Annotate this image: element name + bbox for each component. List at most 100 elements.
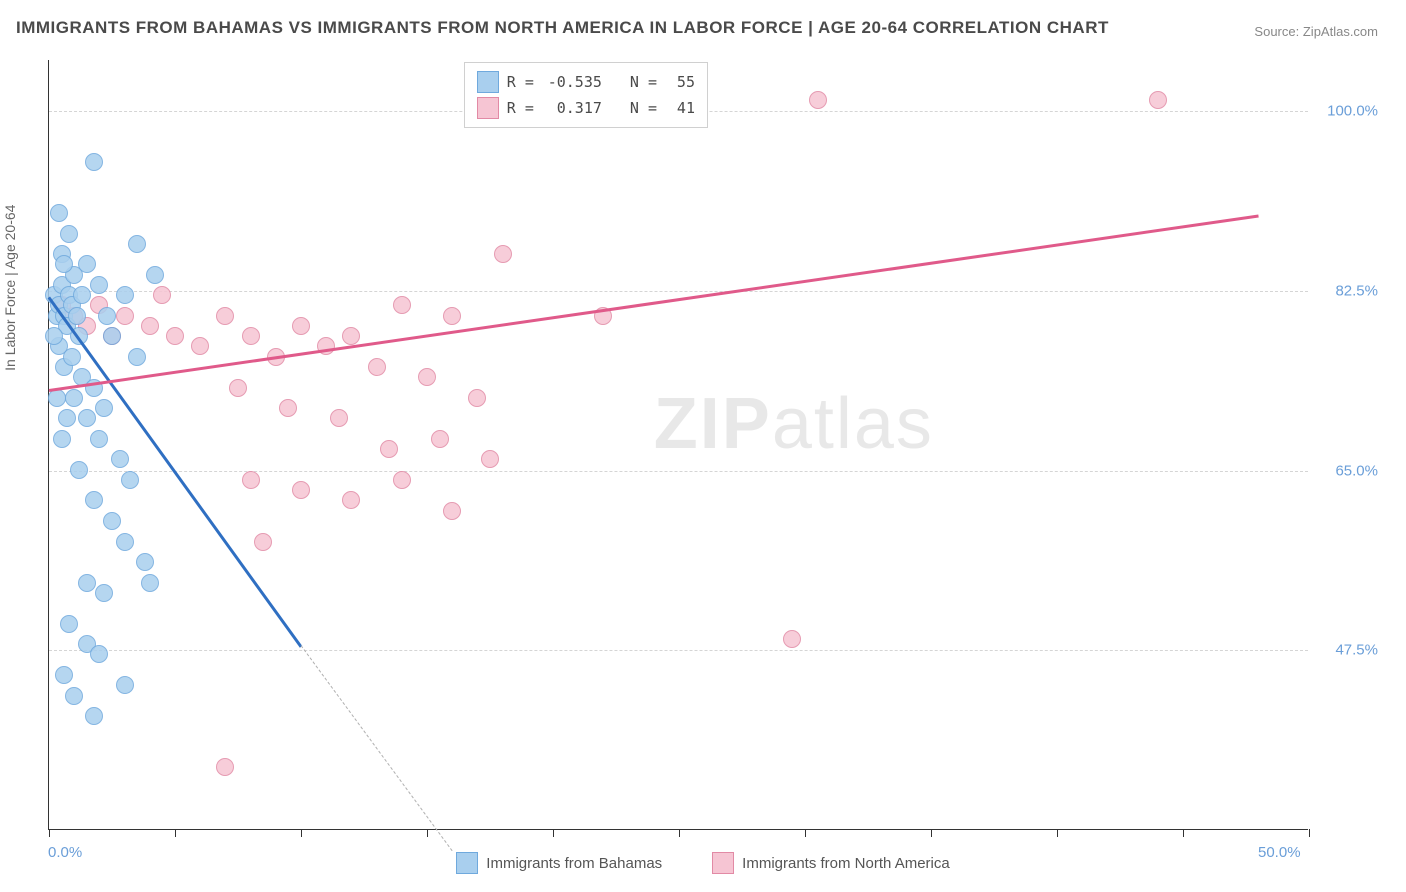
x-tick [553, 829, 554, 837]
scatter-point [65, 687, 83, 705]
scatter-point [141, 317, 159, 335]
x-min-label: 0.0% [48, 844, 82, 861]
scatter-point [58, 409, 76, 427]
scatter-point [116, 286, 134, 304]
stats-legend: R = -0.535 N = 55 R = 0.317 N = 41 [464, 62, 708, 128]
scatter-point [418, 368, 436, 386]
scatter-point [90, 276, 108, 294]
scatter-point [431, 430, 449, 448]
scatter-point [65, 389, 83, 407]
scatter-point [73, 286, 91, 304]
na-n-value: 41 [665, 99, 695, 117]
scatter-point [121, 471, 139, 489]
n-label-2: N = [630, 99, 657, 117]
gridline [49, 471, 1308, 472]
scatter-point [146, 266, 164, 284]
scatter-point [85, 707, 103, 725]
scatter-point [292, 481, 310, 499]
scatter-point [78, 574, 96, 592]
scatter-point [242, 471, 260, 489]
scatter-point [95, 584, 113, 602]
scatter-point [53, 430, 71, 448]
scatter-point [494, 245, 512, 263]
scatter-point [216, 307, 234, 325]
source-value: ZipAtlas.com [1303, 24, 1378, 39]
scatter-point [55, 255, 73, 273]
stats-row-na: R = 0.317 N = 41 [477, 95, 695, 121]
stats-row-bahamas: R = -0.535 N = 55 [477, 69, 695, 95]
y-tick-label: 100.0% [1327, 103, 1378, 120]
scatter-point [141, 574, 159, 592]
x-tick [427, 829, 428, 837]
scatter-point [98, 307, 116, 325]
source-attribution: Source: ZipAtlas.com [1254, 24, 1378, 39]
scatter-point [783, 630, 801, 648]
scatter-point [393, 471, 411, 489]
x-tick [805, 829, 806, 837]
watermark-bold: ZIP [654, 384, 772, 464]
scatter-point [481, 450, 499, 468]
scatter-point [809, 91, 827, 109]
scatter-point [317, 337, 335, 355]
bahamas-label: Immigrants from Bahamas [486, 855, 662, 872]
trend-line [49, 214, 1259, 391]
scatter-point [78, 409, 96, 427]
bahamas-r-value: -0.535 [542, 73, 602, 91]
bahamas-swatch-icon-2 [456, 852, 478, 874]
x-legend-bahamas: Immigrants from Bahamas [456, 852, 662, 874]
scatter-point [85, 491, 103, 509]
scatter-point [166, 327, 184, 345]
scatter-point [116, 307, 134, 325]
scatter-point [85, 153, 103, 171]
scatter-point [342, 491, 360, 509]
source-label: Source: [1254, 24, 1299, 39]
scatter-point [45, 327, 63, 345]
n-label: N = [630, 73, 657, 91]
gridline [49, 650, 1308, 651]
x-tick [931, 829, 932, 837]
correlation-chart: IMMIGRANTS FROM BAHAMAS VS IMMIGRANTS FR… [0, 0, 1406, 892]
scatter-point [60, 225, 78, 243]
scatter-point [229, 379, 247, 397]
scatter-point [55, 666, 73, 684]
scatter-point [1149, 91, 1167, 109]
scatter-point [128, 348, 146, 366]
scatter-point [443, 502, 461, 520]
scatter-point [63, 348, 81, 366]
x-max-label: 50.0% [1258, 844, 1301, 861]
x-tick [301, 829, 302, 837]
scatter-point [116, 676, 134, 694]
scatter-point [342, 327, 360, 345]
na-label: Immigrants from North America [742, 855, 950, 872]
scatter-point [393, 296, 411, 314]
x-legend: Immigrants from Bahamas Immigrants from … [0, 852, 1406, 874]
scatter-point [128, 235, 146, 253]
r-label-2: R = [507, 99, 534, 117]
watermark: ZIPatlas [654, 383, 934, 465]
scatter-point [380, 440, 398, 458]
x-tick [1309, 829, 1310, 837]
bahamas-swatch-icon [477, 71, 499, 93]
scatter-point [111, 450, 129, 468]
plot-area: ZIPatlas 47.5%65.0%82.5%100.0% [48, 60, 1308, 830]
scatter-point [279, 399, 297, 417]
scatter-point [68, 307, 86, 325]
scatter-point [443, 307, 461, 325]
scatter-point [48, 389, 66, 407]
scatter-point [153, 286, 171, 304]
bahamas-n-value: 55 [665, 73, 695, 91]
scatter-point [254, 533, 272, 551]
chart-title: IMMIGRANTS FROM BAHAMAS VS IMMIGRANTS FR… [16, 18, 1109, 38]
scatter-point [191, 337, 209, 355]
watermark-light: atlas [772, 384, 934, 464]
scatter-point [95, 399, 113, 417]
r-label: R = [507, 73, 534, 91]
scatter-point [136, 553, 154, 571]
y-tick-label: 47.5% [1335, 642, 1378, 659]
na-r-value: 0.317 [542, 99, 602, 117]
y-axis-label: In Labor Force | Age 20-64 [2, 205, 18, 371]
scatter-point [103, 512, 121, 530]
y-tick-label: 82.5% [1335, 283, 1378, 300]
x-tick [49, 829, 50, 837]
x-tick [1183, 829, 1184, 837]
